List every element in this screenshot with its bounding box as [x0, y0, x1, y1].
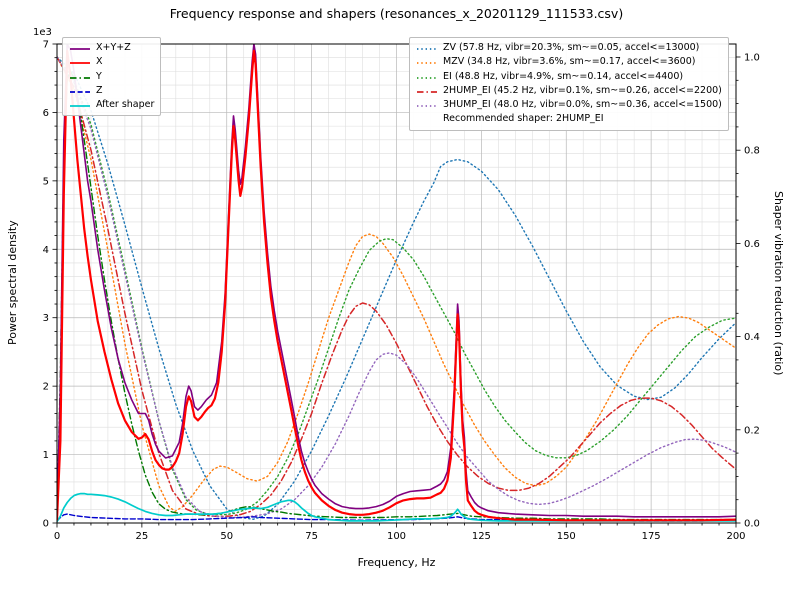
- legend-entry: Z: [69, 84, 154, 98]
- legend-entry: X: [69, 55, 154, 69]
- y-right-tick-label: 1.0: [744, 53, 760, 64]
- y-right-tick-label: 0.8: [744, 146, 760, 157]
- legend-label: X: [96, 56, 103, 68]
- legend-label: ZV (57.8 Hz, vibr=20.3%, sm~=0.05, accel…: [443, 42, 700, 53]
- series-x-y-z: [57, 44, 736, 518]
- legend-label: 2HUMP_EI (45.2 Hz, vibr=0.1%, sm~=0.26, …: [443, 84, 722, 96]
- tick-labels: 0 25 50 75 100 125 150 175 200 0 1 2 3 4 5 6 7 0.0 0.2 0.4 0…: [43, 40, 760, 543]
- legend-label: Y: [96, 70, 102, 82]
- legend-line-sample: [70, 105, 90, 107]
- y-left-tick-label: 2: [43, 382, 49, 393]
- legend-shapers: ZV (57.8 Hz, vibr=20.3%, sm~=0.05, accel…: [409, 37, 729, 131]
- x-tick-label: 150: [557, 531, 576, 542]
- y-axis-right-label: Shaper vibration reduction (ratio): [772, 190, 785, 376]
- legend-entry: ZV (57.8 Hz, vibr=20.3%, sm~=0.05, accel…: [416, 41, 722, 55]
- legend-label: Z: [96, 84, 103, 96]
- axis-offset-label: 1e3: [33, 27, 52, 38]
- series-x: [57, 49, 736, 522]
- x-tick-label: 75: [305, 531, 318, 542]
- legend-line-sample: [417, 90, 437, 93]
- y-left-tick-label: 7: [43, 40, 49, 51]
- series-after-shaper: [57, 492, 736, 523]
- legend-entry: X+Y+Z: [69, 41, 154, 55]
- legend-label: EI (48.8 Hz, vibr=4.9%, sm~=0.14, accel<…: [443, 70, 684, 82]
- legend-line-sample: [417, 105, 437, 107]
- x-tick-label: 100: [387, 531, 406, 542]
- legend-label: After shaper: [96, 99, 155, 110]
- y-left-tick-label: 5: [43, 176, 49, 187]
- x-axis-label: Frequency, Hz: [357, 556, 436, 569]
- legend-line-sample: [417, 62, 437, 65]
- legend-entry: Y: [69, 70, 154, 84]
- legend-line-sample: [70, 48, 90, 50]
- legend-line-sample: [70, 76, 90, 79]
- y-left-tick-label: 0: [43, 519, 49, 530]
- x-tick-label: 200: [726, 531, 745, 542]
- y-right-tick-label: 0.6: [744, 239, 760, 250]
- legend-label: MZV (34.8 Hz, vibr=3.6%, sm~=0.17, accel…: [443, 56, 696, 68]
- y-left-tick-label: 6: [43, 108, 49, 119]
- y-right-tick-label: 0.4: [744, 332, 760, 343]
- legend-line-sample: [417, 48, 437, 50]
- legend-entry: 2HUMP_EI (45.2 Hz, vibr=0.1%, sm~=0.26, …: [416, 84, 722, 98]
- series-y: [57, 70, 736, 521]
- legend-measured: X+Y+Z X Y Z After shaper: [62, 37, 162, 117]
- series-2hump-ei: [57, 56, 736, 518]
- y-left-tick-label: 3: [43, 313, 49, 324]
- x-tick-label: 50: [220, 531, 233, 542]
- y-left-tick-label: 1: [43, 450, 49, 461]
- legend-line-sample: [417, 76, 437, 79]
- chart-title: Frequency response and shapers (resonanc…: [169, 6, 624, 21]
- x-tick-label: 25: [136, 531, 149, 542]
- legend-label: 3HUMP_EI (48.0 Hz, vibr=0.0%, sm~=0.36, …: [443, 99, 722, 110]
- legend-entry: EI (48.8 Hz, vibr=4.9%, sm~=0.14, accel<…: [416, 70, 722, 84]
- y-right-tick-label: 0.2: [744, 425, 760, 436]
- legend-entry: After shaper: [69, 98, 154, 112]
- series-group: [57, 44, 736, 523]
- legend-entry: 3HUMP_EI (48.0 Hz, vibr=0.0%, sm~=0.36, …: [416, 98, 722, 112]
- legend-entry: MZV (34.8 Hz, vibr=3.6%, sm~=0.17, accel…: [416, 55, 722, 69]
- series-mzv: [57, 56, 736, 513]
- ticks: [52, 43, 741, 528]
- x-tick-label: 0: [54, 531, 60, 542]
- y-left-tick-label: 4: [43, 245, 49, 256]
- legend-line-sample: [70, 62, 90, 65]
- legend-label: X+Y+Z: [96, 42, 131, 53]
- legend-note: Recommended shaper: 2HUMP_EI: [443, 113, 604, 125]
- y-axis-left-label: Power spectral density: [6, 220, 19, 346]
- x-tick-label: 175: [642, 531, 661, 542]
- y-right-tick-label: 0.0: [744, 519, 760, 530]
- legend-line-sample: [70, 90, 90, 93]
- x-tick-label: 125: [472, 531, 491, 542]
